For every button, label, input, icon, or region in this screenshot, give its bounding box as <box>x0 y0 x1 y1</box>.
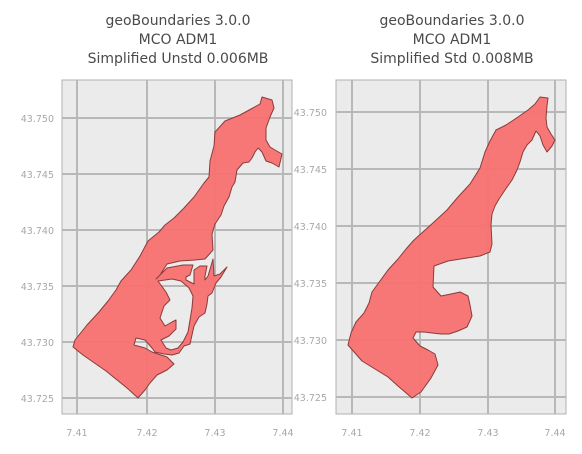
x-tick-label: 7.44 <box>272 428 293 439</box>
title-line-2: MCO ADM1 <box>138 32 218 48</box>
x-tick-label: 7.44 <box>544 428 565 439</box>
y-tick-label: 43.730 <box>21 338 54 349</box>
title-line-2: MCO ADM1 <box>412 32 492 48</box>
y-tick-label: 43.745 <box>294 165 327 176</box>
x-tick-label: 7.41 <box>66 428 87 439</box>
y-tick-label: 43.730 <box>294 336 327 347</box>
y-tick-label: 43.750 <box>21 114 54 125</box>
x-tick-label: 7.43 <box>204 428 225 439</box>
x-tick-label: 7.41 <box>341 428 362 439</box>
y-tick-label: 43.735 <box>294 279 327 290</box>
y-tick-label: 43.740 <box>21 226 54 237</box>
x-tick-label: 7.42 <box>136 428 157 439</box>
y-tick-label: 43.745 <box>21 170 54 181</box>
title-line-1: geoBoundaries 3.0.0 <box>105 13 251 29</box>
panel-title: geoBoundaries 3.0.0 MCO ADM1 Simplified … <box>62 12 294 69</box>
map-svg-left: 7.41 7.42 7.43 7.44 43.750 43.745 43.740… <box>21 79 294 439</box>
x-tick-label: 7.43 <box>477 428 498 439</box>
title-line-1: geoBoundaries 3.0.0 <box>379 13 525 29</box>
x-tick-label: 7.42 <box>409 428 430 439</box>
y-tick-label: 43.750 <box>294 108 327 119</box>
y-tick-label: 43.725 <box>294 393 327 404</box>
y-tick-label: 43.740 <box>294 222 327 233</box>
y-tick-label: 43.735 <box>21 282 54 293</box>
monaco-boundary-shape <box>72 96 283 399</box>
title-line-3: Simplified Std 0.008MB <box>370 51 534 67</box>
monaco-boundary-shape <box>347 96 556 399</box>
panel-title: geoBoundaries 3.0.0 MCO ADM1 Simplified … <box>336 12 568 69</box>
y-tick-label: 43.725 <box>21 394 54 405</box>
title-line-3: Simplified Unstd 0.006MB <box>87 51 269 67</box>
